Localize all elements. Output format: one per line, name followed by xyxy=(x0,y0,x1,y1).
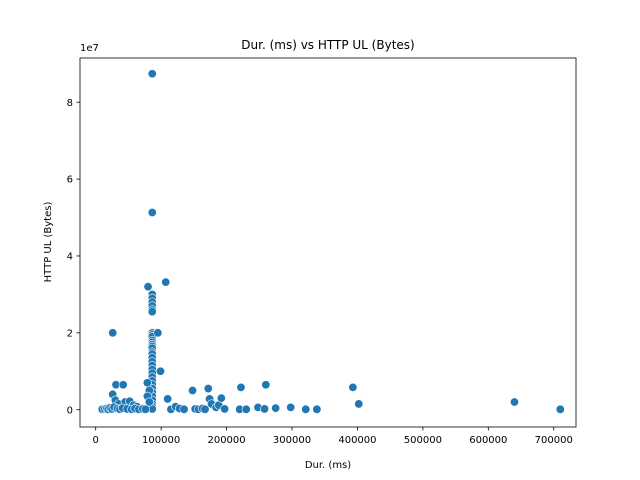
scatter-point xyxy=(261,380,271,390)
chart-title: Dur. (ms) vs HTTP UL (Bytes) xyxy=(241,38,414,52)
scatter-point xyxy=(142,378,152,388)
x-tick-label: 200000 xyxy=(207,435,245,446)
plot-area xyxy=(97,69,565,414)
scatter-point xyxy=(509,397,519,407)
scatter-point xyxy=(354,399,364,409)
scatter-point xyxy=(348,382,358,392)
y-tick-label: 4 xyxy=(67,252,73,263)
y-tick-label: 8 xyxy=(67,98,73,109)
scatter-point xyxy=(555,404,565,414)
x-axis-ticks: 0 100000 200000 300000 400000 500000 600000 700… xyxy=(93,427,573,446)
x-tick-label: 400000 xyxy=(338,435,376,446)
scatter-point xyxy=(260,404,270,414)
scatter-point xyxy=(241,404,251,414)
x-tick-label: 600000 xyxy=(469,435,507,446)
scatter-point xyxy=(203,384,213,394)
x-axis-label: Dur. (ms) xyxy=(305,460,351,471)
scatter-point xyxy=(147,307,157,317)
scatter-point xyxy=(200,404,210,414)
scatter-point xyxy=(140,404,150,414)
scatter-point xyxy=(301,404,311,414)
scatter-point xyxy=(188,385,198,395)
x-tick-label: 0 xyxy=(93,435,99,446)
scatter-point xyxy=(118,380,128,390)
scatter-point xyxy=(153,328,163,338)
scatter-point xyxy=(179,404,189,414)
scatter-point xyxy=(147,69,157,79)
x-tick-label: 100000 xyxy=(142,435,180,446)
scatter-point xyxy=(220,404,230,414)
scatter-point xyxy=(155,366,165,376)
scatter-point xyxy=(236,382,246,392)
scatter-point xyxy=(163,394,173,404)
y-axis-label: HTTP UL (Bytes) xyxy=(43,202,54,283)
scatter-point xyxy=(216,393,226,403)
scatter-point xyxy=(286,402,296,412)
x-tick-label: 500000 xyxy=(404,435,442,446)
y-tick-label: 6 xyxy=(67,175,73,186)
y-offset-label: 1e7 xyxy=(80,43,99,54)
scatter-point xyxy=(271,403,281,413)
scatter-point xyxy=(161,277,171,287)
y-tick-label: 0 xyxy=(67,405,73,416)
scatter-point xyxy=(147,208,157,218)
scatter-point xyxy=(312,404,322,414)
scatter-point xyxy=(143,282,153,292)
x-tick-label: 700000 xyxy=(535,435,573,446)
scatter-point xyxy=(108,328,118,338)
scatter-point xyxy=(144,397,154,407)
axes-frame xyxy=(79,57,577,428)
y-axis-ticks: 0 2 4 6 8 xyxy=(67,98,80,416)
x-tick-label: 300000 xyxy=(273,435,311,446)
y-tick-label: 2 xyxy=(67,328,73,339)
